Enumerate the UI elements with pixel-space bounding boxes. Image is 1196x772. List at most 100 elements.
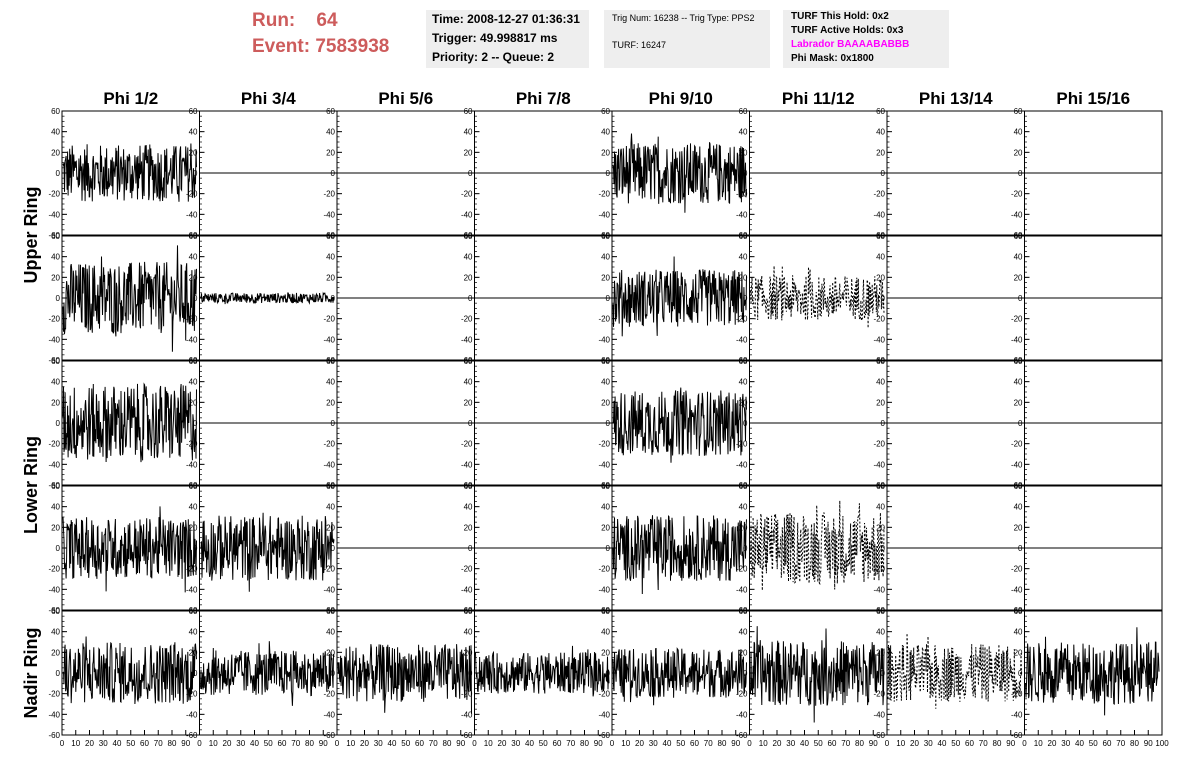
y-tick-label: 40: [189, 503, 198, 512]
y-tick-label: -40: [736, 335, 748, 344]
y-tick-label: -20: [598, 565, 610, 574]
y-tick-label: 60: [464, 607, 473, 616]
event-value: 7583938: [315, 36, 390, 57]
y-tick-label: 60: [876, 482, 885, 491]
y-tick-label: 60: [464, 482, 473, 491]
y-tick-label: 60: [51, 232, 60, 241]
x-tick-label: 0: [610, 739, 615, 748]
y-tick-label: -40: [186, 710, 198, 719]
y-tick-label: -40: [461, 710, 473, 719]
y-tick-label: -40: [736, 710, 748, 719]
x-tick-label: 10: [484, 739, 493, 748]
waveform-trace: [62, 382, 197, 463]
waveform-trace: [337, 643, 472, 714]
y-tick-label: 20: [601, 398, 610, 407]
x-tick-label: 60: [1103, 739, 1112, 748]
y-tick-label: 20: [1014, 523, 1023, 532]
y-tick-label: 40: [464, 378, 473, 387]
y-tick-label: 40: [464, 128, 473, 137]
waveform-trace: [612, 256, 747, 337]
x-tick-label: 80: [1130, 739, 1139, 748]
y-tick-label: 40: [326, 253, 335, 262]
y-tick-label: 40: [464, 628, 473, 637]
y-tick-label: 20: [189, 273, 198, 282]
y-tick-label: -20: [323, 315, 335, 324]
x-tick-label: 0: [1022, 739, 1027, 748]
y-tick-label: -40: [873, 710, 885, 719]
y-tick-label: -20: [323, 565, 335, 574]
x-tick-label: 40: [113, 739, 122, 748]
y-tick-label: 0: [743, 419, 748, 428]
y-tick-label: -20: [48, 315, 60, 324]
time-text: Time: 2008-12-27 01:36:31: [432, 12, 580, 26]
y-tick-label: 40: [51, 128, 60, 137]
y-tick-label: 20: [51, 648, 60, 657]
x-tick-label: 60: [140, 739, 149, 748]
y-tick-label: 20: [876, 398, 885, 407]
x-tick-label: 80: [305, 739, 314, 748]
x-tick-label: 10: [896, 739, 905, 748]
x-tick-label: 100: [1155, 739, 1169, 748]
waveform-trace: [62, 636, 197, 705]
x-tick-label: 40: [525, 739, 534, 748]
event-line: Event: 7583938: [252, 34, 422, 60]
y-tick-label: -40: [598, 460, 610, 469]
y-tick-label: 40: [1014, 628, 1023, 637]
x-tick-label: 40: [663, 739, 672, 748]
y-tick-label: -40: [598, 585, 610, 594]
y-tick-label: 20: [1014, 273, 1023, 282]
y-tick-label: 20: [1014, 398, 1023, 407]
y-tick-label: 20: [51, 523, 60, 532]
x-tick-label: 50: [264, 739, 273, 748]
y-tick-label: -20: [736, 190, 748, 199]
waveform-trace: [475, 645, 610, 697]
waveform-trace: [612, 133, 747, 213]
x-tick-label: 50: [814, 739, 823, 748]
y-tick-label: 0: [56, 544, 61, 553]
priority-text: Priority: 2 -- Queue: 2: [432, 50, 555, 64]
y-tick-label: -60: [48, 481, 60, 490]
y-tick-label: -40: [48, 460, 60, 469]
waveform-trace: [62, 245, 197, 352]
x-tick-label: 30: [786, 739, 795, 748]
y-tick-label: 0: [193, 169, 198, 178]
y-tick-label: 20: [876, 273, 885, 282]
run-line: Run: 64: [252, 8, 422, 34]
y-tick-label: 20: [51, 398, 60, 407]
y-tick-label: 0: [1018, 294, 1023, 303]
y-tick-label: -20: [1011, 190, 1023, 199]
x-tick-label: 30: [374, 739, 383, 748]
y-tick-label: -60: [1011, 731, 1023, 740]
y-tick-label: -20: [873, 315, 885, 324]
y-tick-label: 60: [739, 482, 748, 491]
x-tick-label: 60: [415, 739, 424, 748]
waveform-trace: [612, 387, 747, 463]
y-tick-label: -40: [461, 335, 473, 344]
y-tick-label: -40: [736, 210, 748, 219]
y-tick-label: 60: [464, 232, 473, 241]
y-tick-label: 20: [739, 398, 748, 407]
x-tick-label: 20: [910, 739, 919, 748]
y-tick-label: 60: [876, 107, 885, 116]
y-tick-label: 0: [1018, 669, 1023, 678]
y-tick-label: -40: [461, 210, 473, 219]
y-tick-label: 0: [743, 669, 748, 678]
y-tick-label: 20: [326, 648, 335, 657]
y-tick-label: 40: [601, 128, 610, 137]
y-tick-label: -40: [48, 585, 60, 594]
y-tick-label: 40: [601, 503, 610, 512]
y-tick-label: 60: [876, 607, 885, 616]
x-tick-label: 0: [197, 739, 202, 748]
y-tick-label: 60: [326, 232, 335, 241]
y-tick-label: -20: [736, 315, 748, 324]
y-tick-label: -40: [736, 585, 748, 594]
y-tick-label: -60: [48, 731, 60, 740]
y-tick-label: 60: [326, 357, 335, 366]
